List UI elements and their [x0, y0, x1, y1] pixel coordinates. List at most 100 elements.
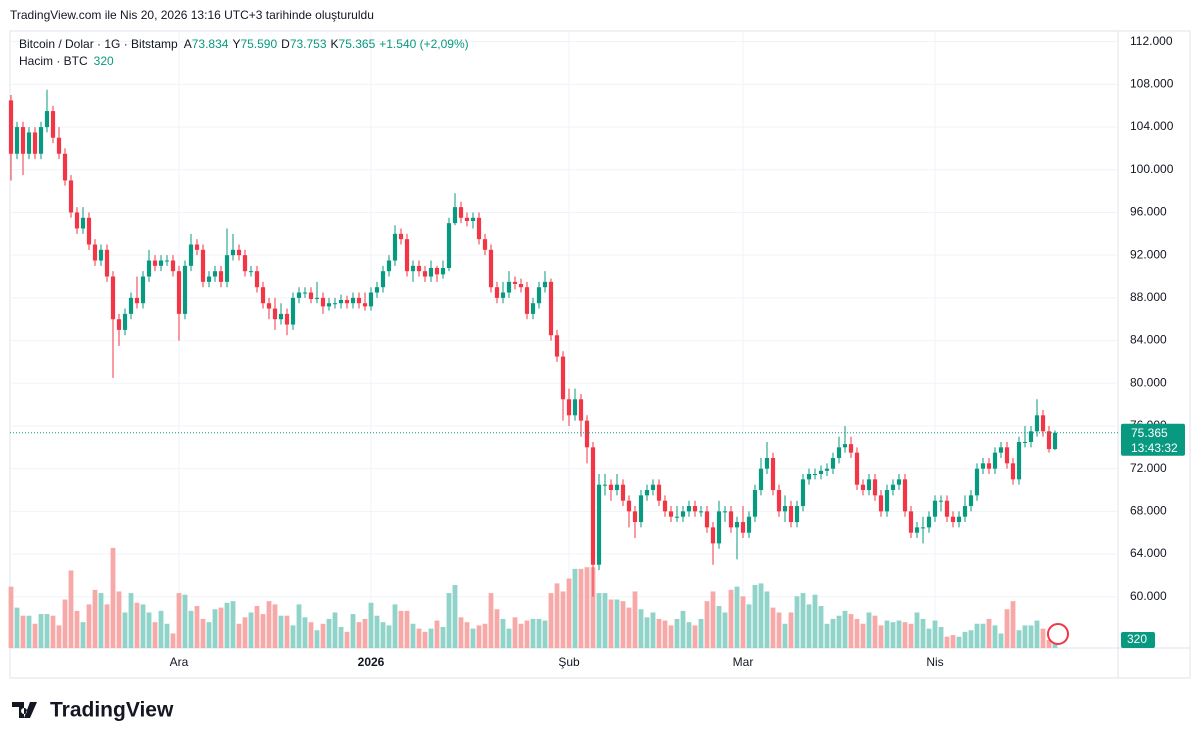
volume-bar: [932, 620, 938, 648]
candle-body: [974, 468, 980, 496]
candle-body: [620, 484, 626, 501]
candle-body: [1010, 463, 1016, 480]
volume-bar: [548, 593, 554, 648]
volume-bar: [212, 609, 218, 648]
candle-body: [302, 292, 308, 294]
volume-bar: [512, 617, 518, 648]
candle-body: [830, 457, 836, 469]
candle-body: [218, 271, 224, 282]
volume-bar: [620, 601, 626, 648]
candle-body: [44, 111, 50, 128]
volume-bar: [884, 620, 890, 648]
candle-body: [164, 260, 170, 262]
symbol-name: Bitcoin / Dolar · 1G · Bitstamp: [19, 37, 178, 51]
x-tick-label: Ara: [170, 655, 189, 669]
volume-bar: [404, 610, 410, 648]
volume-bar: [20, 615, 26, 648]
volume-bar: [224, 602, 230, 648]
volume-bar: [590, 567, 596, 648]
volume-bar: [776, 612, 782, 648]
volume-bar: [608, 599, 614, 648]
candle-body: [692, 506, 698, 512]
volume-bar: [362, 618, 368, 648]
candle-body: [890, 484, 896, 491]
candle-body: [56, 137, 62, 154]
volume-bar: [662, 620, 668, 648]
volume-bar: [482, 623, 488, 648]
volume-bar: [752, 585, 758, 648]
y-tick-label: 80.000: [1130, 375, 1167, 389]
candle-body: [86, 217, 92, 245]
volume-bar: [728, 589, 734, 648]
volume-bar: [188, 610, 194, 648]
volume-bar: [236, 623, 242, 648]
candle-body: [866, 479, 872, 491]
y-tick-label: 64.000: [1130, 546, 1167, 560]
candle-body: [38, 127, 44, 154]
volume-bar: [446, 593, 452, 648]
candle-body: [578, 399, 584, 421]
candle-body: [602, 484, 608, 486]
candle-body: [8, 100, 14, 154]
volume-bar: [194, 606, 200, 648]
x-tick-label: Şub: [558, 655, 580, 669]
candle-body: [1034, 415, 1040, 432]
candle-body: [644, 490, 650, 496]
volume-bar: [758, 583, 764, 648]
candle-body: [464, 217, 470, 222]
candle-body: [776, 490, 782, 512]
candle-body: [818, 470, 824, 475]
volume-bar: [920, 618, 926, 648]
candle-body: [554, 335, 560, 357]
volume-bar: [584, 567, 590, 648]
candle-body: [26, 132, 32, 154]
volume-bar: [1016, 630, 1022, 648]
candle-body: [710, 527, 716, 544]
y-tick-label: 96.000: [1130, 205, 1167, 219]
volume-bar: [872, 615, 878, 648]
candle-body: [878, 495, 884, 512]
candle-body: [278, 313, 284, 320]
candle-body: [62, 153, 68, 181]
volume-bar: [140, 604, 146, 648]
candle-body: [506, 281, 512, 293]
candle-body: [20, 127, 26, 154]
volume-bar: [392, 604, 398, 648]
last-price-label: 75.365: [1131, 426, 1168, 440]
candle-body: [200, 249, 206, 282]
volume-bar: [836, 615, 842, 648]
volume-bar: [410, 623, 416, 648]
grid: 60.00064.00068.00072.00076.00080.00084.0…: [10, 31, 1174, 669]
volume-bar: [650, 612, 656, 648]
candle-body: [1046, 431, 1052, 450]
candle-body: [362, 303, 368, 307]
volume-bar: [656, 618, 662, 648]
volume-bar: [374, 615, 380, 648]
volume-bar: [980, 623, 986, 648]
candle-body: [800, 479, 806, 507]
candle-body: [1040, 415, 1046, 432]
volume-bar: [944, 636, 950, 648]
candle-body: [446, 223, 452, 268]
candle-body: [494, 287, 500, 298]
candle-body: [350, 297, 356, 304]
volume-bar: [626, 607, 632, 648]
volume-bar: [176, 593, 182, 648]
candle-body: [272, 308, 278, 320]
volume-bar: [434, 620, 440, 648]
volume-bar: [668, 625, 674, 648]
y-tick-label: 100.000: [1130, 162, 1174, 176]
candle-body: [986, 463, 992, 469]
candle-body: [230, 249, 236, 256]
volume-bar: [710, 591, 716, 648]
volume-bar: [242, 617, 248, 648]
volume-value: 320: [94, 54, 114, 68]
candle-body: [158, 260, 164, 266]
y-tick-label: 104.000: [1130, 119, 1174, 133]
candle-body: [938, 500, 944, 502]
ohlc-value: 73.834: [192, 37, 229, 51]
y-tick-label: 112.000: [1130, 34, 1173, 48]
candle-body: [80, 217, 86, 229]
candle-body: [284, 313, 290, 325]
